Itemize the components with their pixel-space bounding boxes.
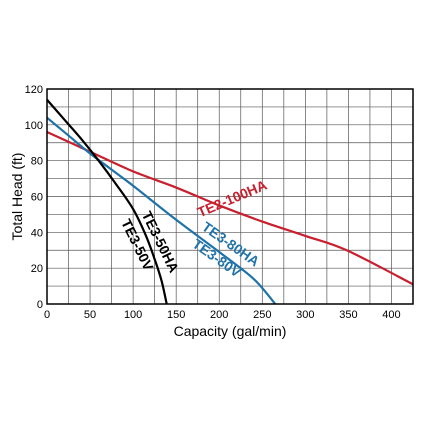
series-lines: [46, 99, 414, 305]
x-tick-label: 0: [44, 309, 50, 321]
y-tick-label: 0: [37, 299, 43, 311]
series-line-te2-100ha: [46, 130, 414, 286]
y-axis-label: Total Head (ft): [9, 153, 25, 241]
tick-labels: 0 50 100 150 200 250 300 350 400 0 20 40 60 80 100 120: [25, 84, 401, 321]
y-tick-label: 60: [31, 192, 43, 204]
series-line-te3-50: [46, 99, 168, 305]
x-tick-label: 50: [84, 309, 96, 321]
y-tick-label: 20: [31, 263, 43, 275]
plot-frame: [46, 88, 414, 305]
y-tick-label: 100: [25, 120, 43, 132]
x-axis-label: Capacity (gal/min): [174, 323, 287, 339]
y-tick-label: 80: [31, 156, 43, 168]
y-tick-label: 40: [31, 227, 43, 239]
x-tick-label: 200: [210, 309, 228, 321]
grid: [47, 89, 413, 304]
series-annotation: TE2-100HA: [195, 177, 269, 221]
x-tick-label: 350: [339, 309, 357, 321]
y-tick-label: 120: [25, 84, 43, 96]
x-tick-label: 250: [253, 309, 271, 321]
series-line-te3-80: [46, 116, 277, 305]
x-tick-label: 150: [167, 309, 185, 321]
x-tick-label: 400: [382, 309, 400, 321]
x-tick-label: 100: [124, 309, 142, 321]
x-tick-label: 300: [296, 309, 314, 321]
